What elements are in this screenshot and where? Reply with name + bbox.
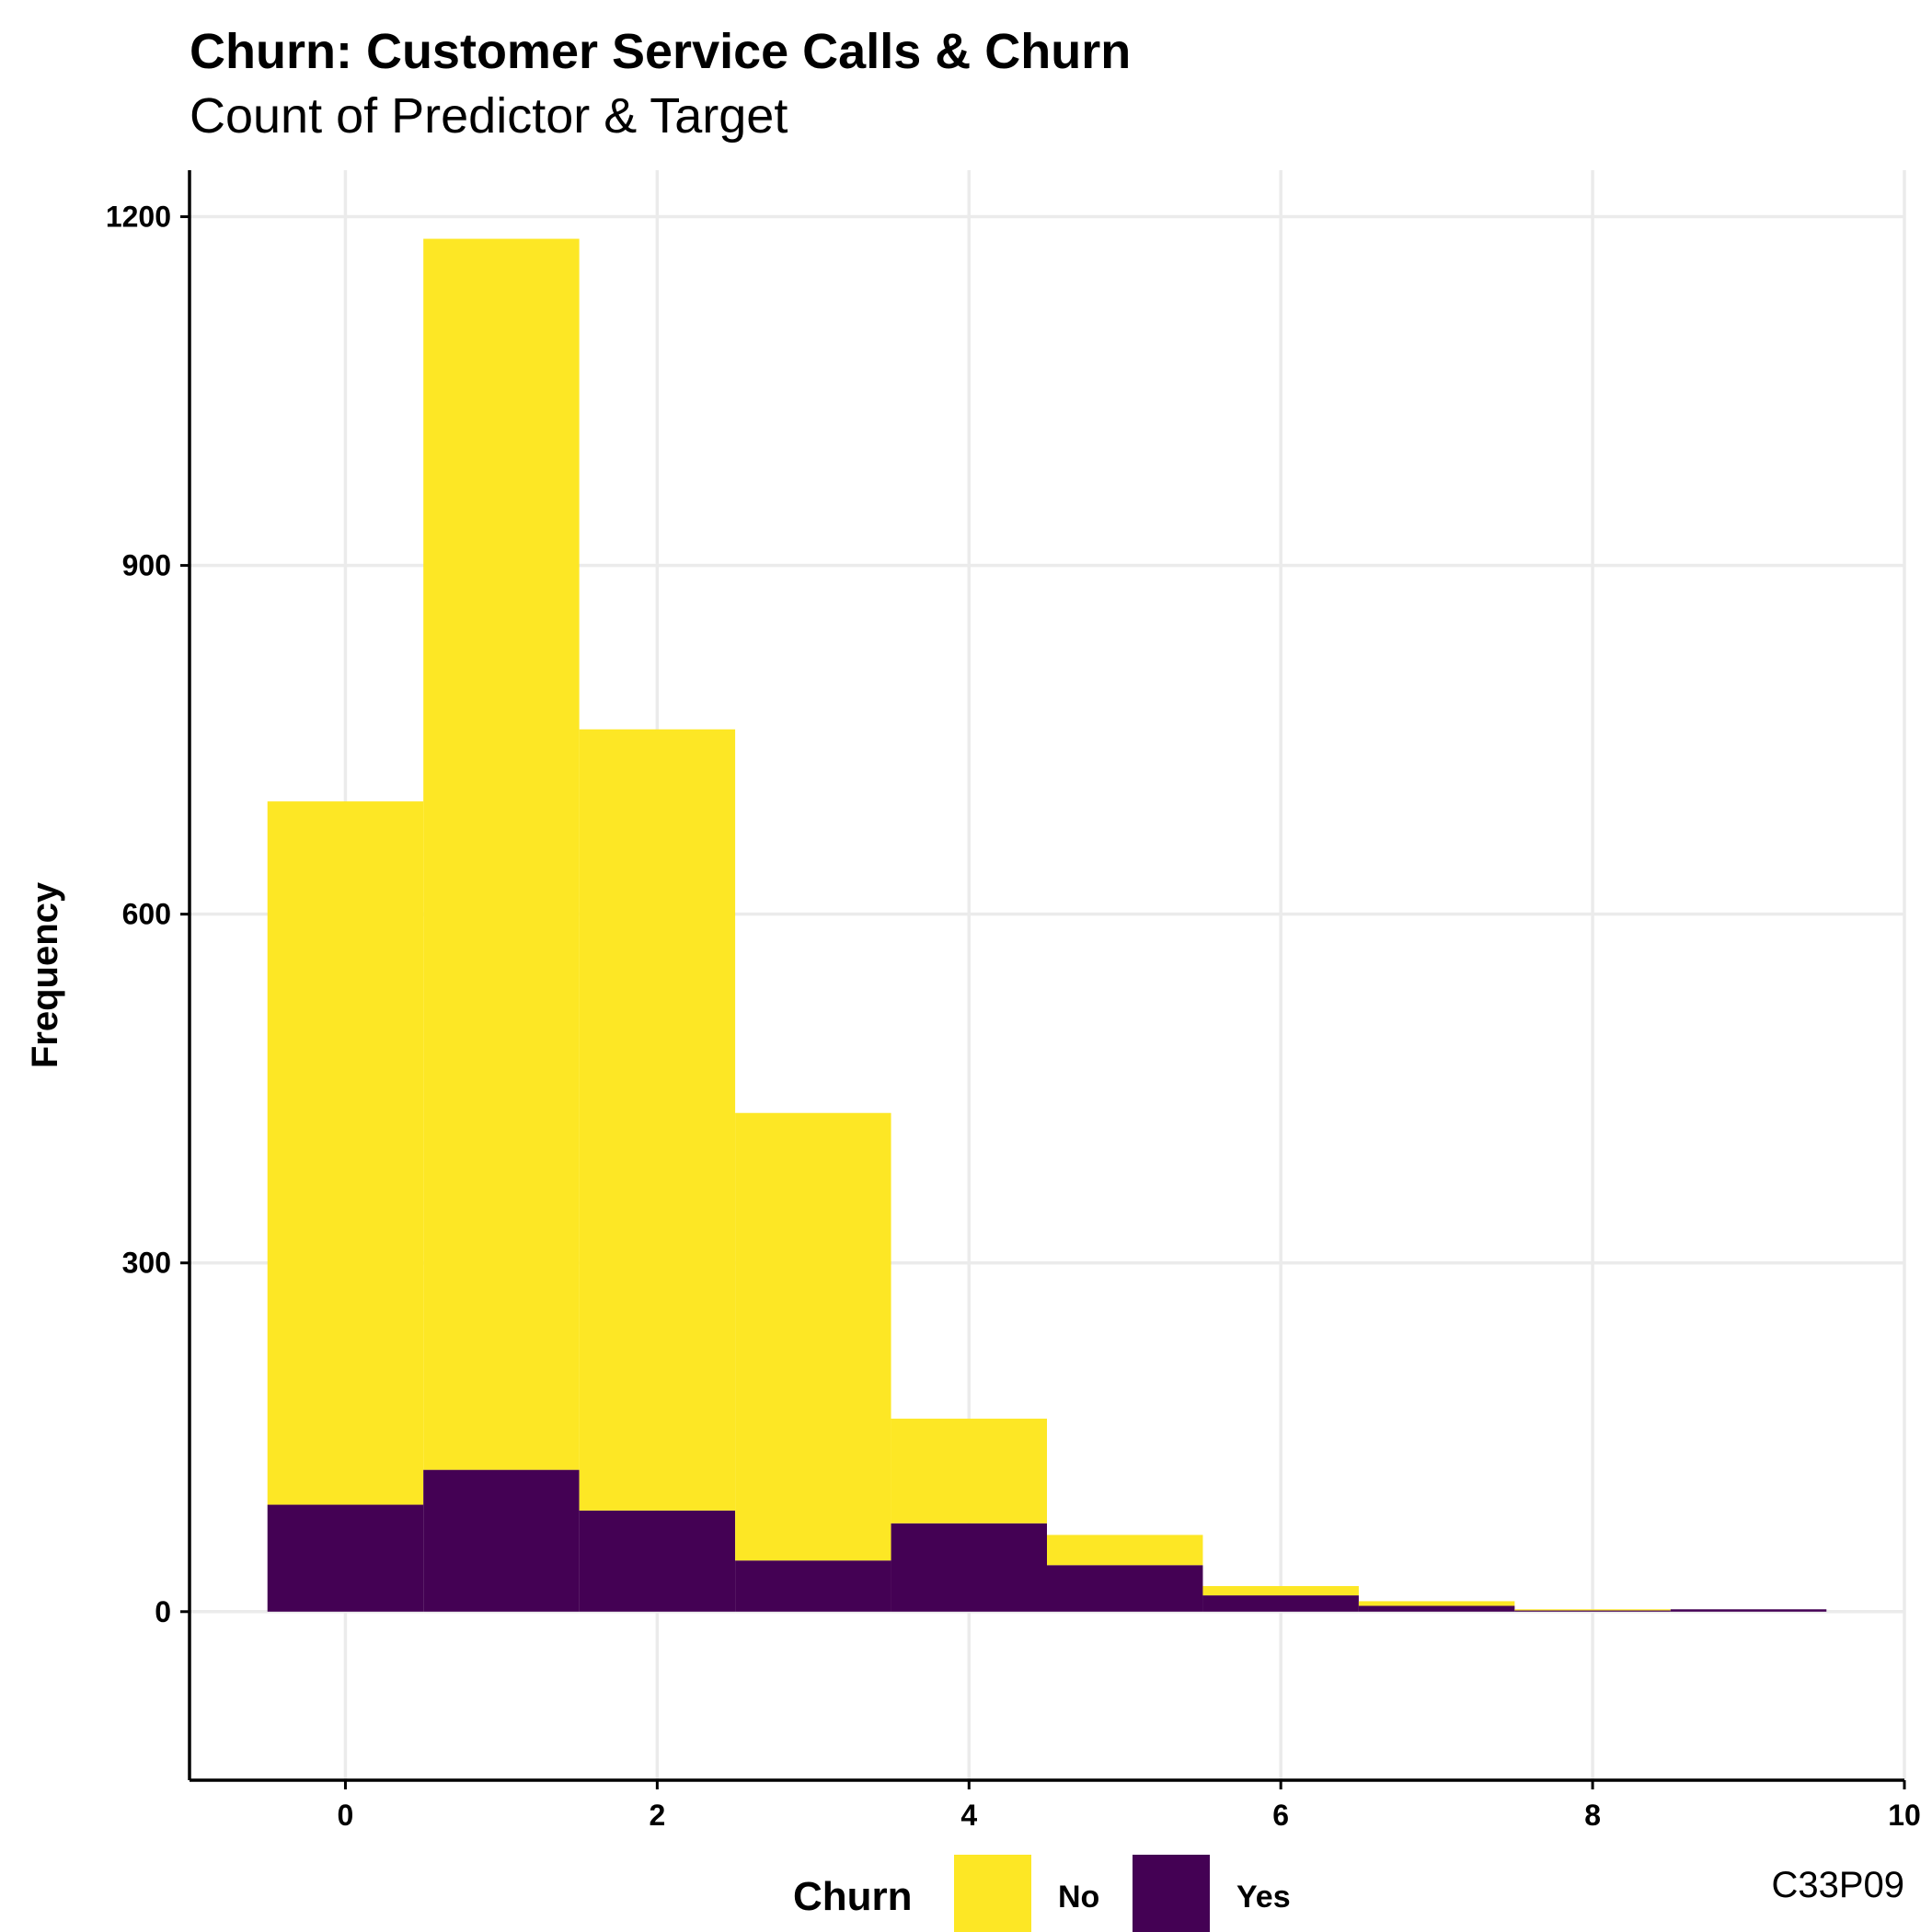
- bar-yes: [891, 1523, 1047, 1612]
- y-tick-label: 900: [122, 549, 171, 582]
- chart-title: Churn: Customer Service Calls & Churn: [190, 24, 1131, 79]
- x-tick-label: 10: [1888, 1799, 1921, 1832]
- bar-no: [579, 729, 736, 1511]
- bar-no: [1047, 1535, 1203, 1566]
- x-tick-label: 0: [338, 1799, 354, 1832]
- bar-no: [1202, 1585, 1359, 1596]
- bar-yes: [1047, 1565, 1203, 1612]
- bar-yes: [1202, 1595, 1359, 1612]
- legend-swatch-no: [954, 1855, 1031, 1932]
- bar-no: [735, 1112, 891, 1561]
- legend-label-yes: Yes: [1236, 1880, 1291, 1915]
- ticks: 0 300 600 900 1200 0 2 4 6 8 10: [106, 201, 1921, 1832]
- x-tick-label: 6: [1272, 1799, 1289, 1832]
- bar-no: [267, 801, 424, 1505]
- bar-yes: [423, 1469, 580, 1612]
- axes: [188, 170, 1904, 1782]
- bar-yes: [267, 1504, 424, 1612]
- legend-swatch-yes: [1133, 1855, 1210, 1932]
- legend-label-no: No: [1058, 1880, 1099, 1915]
- bar-no: [423, 238, 580, 1470]
- y-tick-label: 0: [155, 1595, 171, 1628]
- x-tick-label: 8: [1584, 1799, 1601, 1832]
- y-tick-label: 1200: [106, 201, 171, 234]
- bar-no: [1358, 1601, 1515, 1606]
- caption: C33P09: [1771, 1865, 1904, 1905]
- bar-yes: [735, 1560, 891, 1612]
- bars: [267, 238, 1827, 1612]
- bar-no: [891, 1419, 1047, 1524]
- y-axis-title: Frequency: [25, 881, 65, 1068]
- legend-title: Churn: [793, 1874, 913, 1919]
- x-tick-label: 2: [649, 1799, 665, 1832]
- bar-yes: [1358, 1605, 1515, 1612]
- bar-yes: [579, 1510, 736, 1612]
- bar-yes: [1514, 1610, 1671, 1612]
- chart-subtitle: Count of Predictor & Target: [190, 88, 788, 144]
- y-tick-label: 600: [122, 898, 171, 931]
- x-tick-label: 4: [960, 1799, 977, 1832]
- bar-no: [1514, 1609, 1671, 1611]
- legend: Churn No Yes: [793, 1855, 1291, 1932]
- y-tick-label: 300: [122, 1247, 171, 1280]
- bar-yes: [1670, 1609, 1827, 1612]
